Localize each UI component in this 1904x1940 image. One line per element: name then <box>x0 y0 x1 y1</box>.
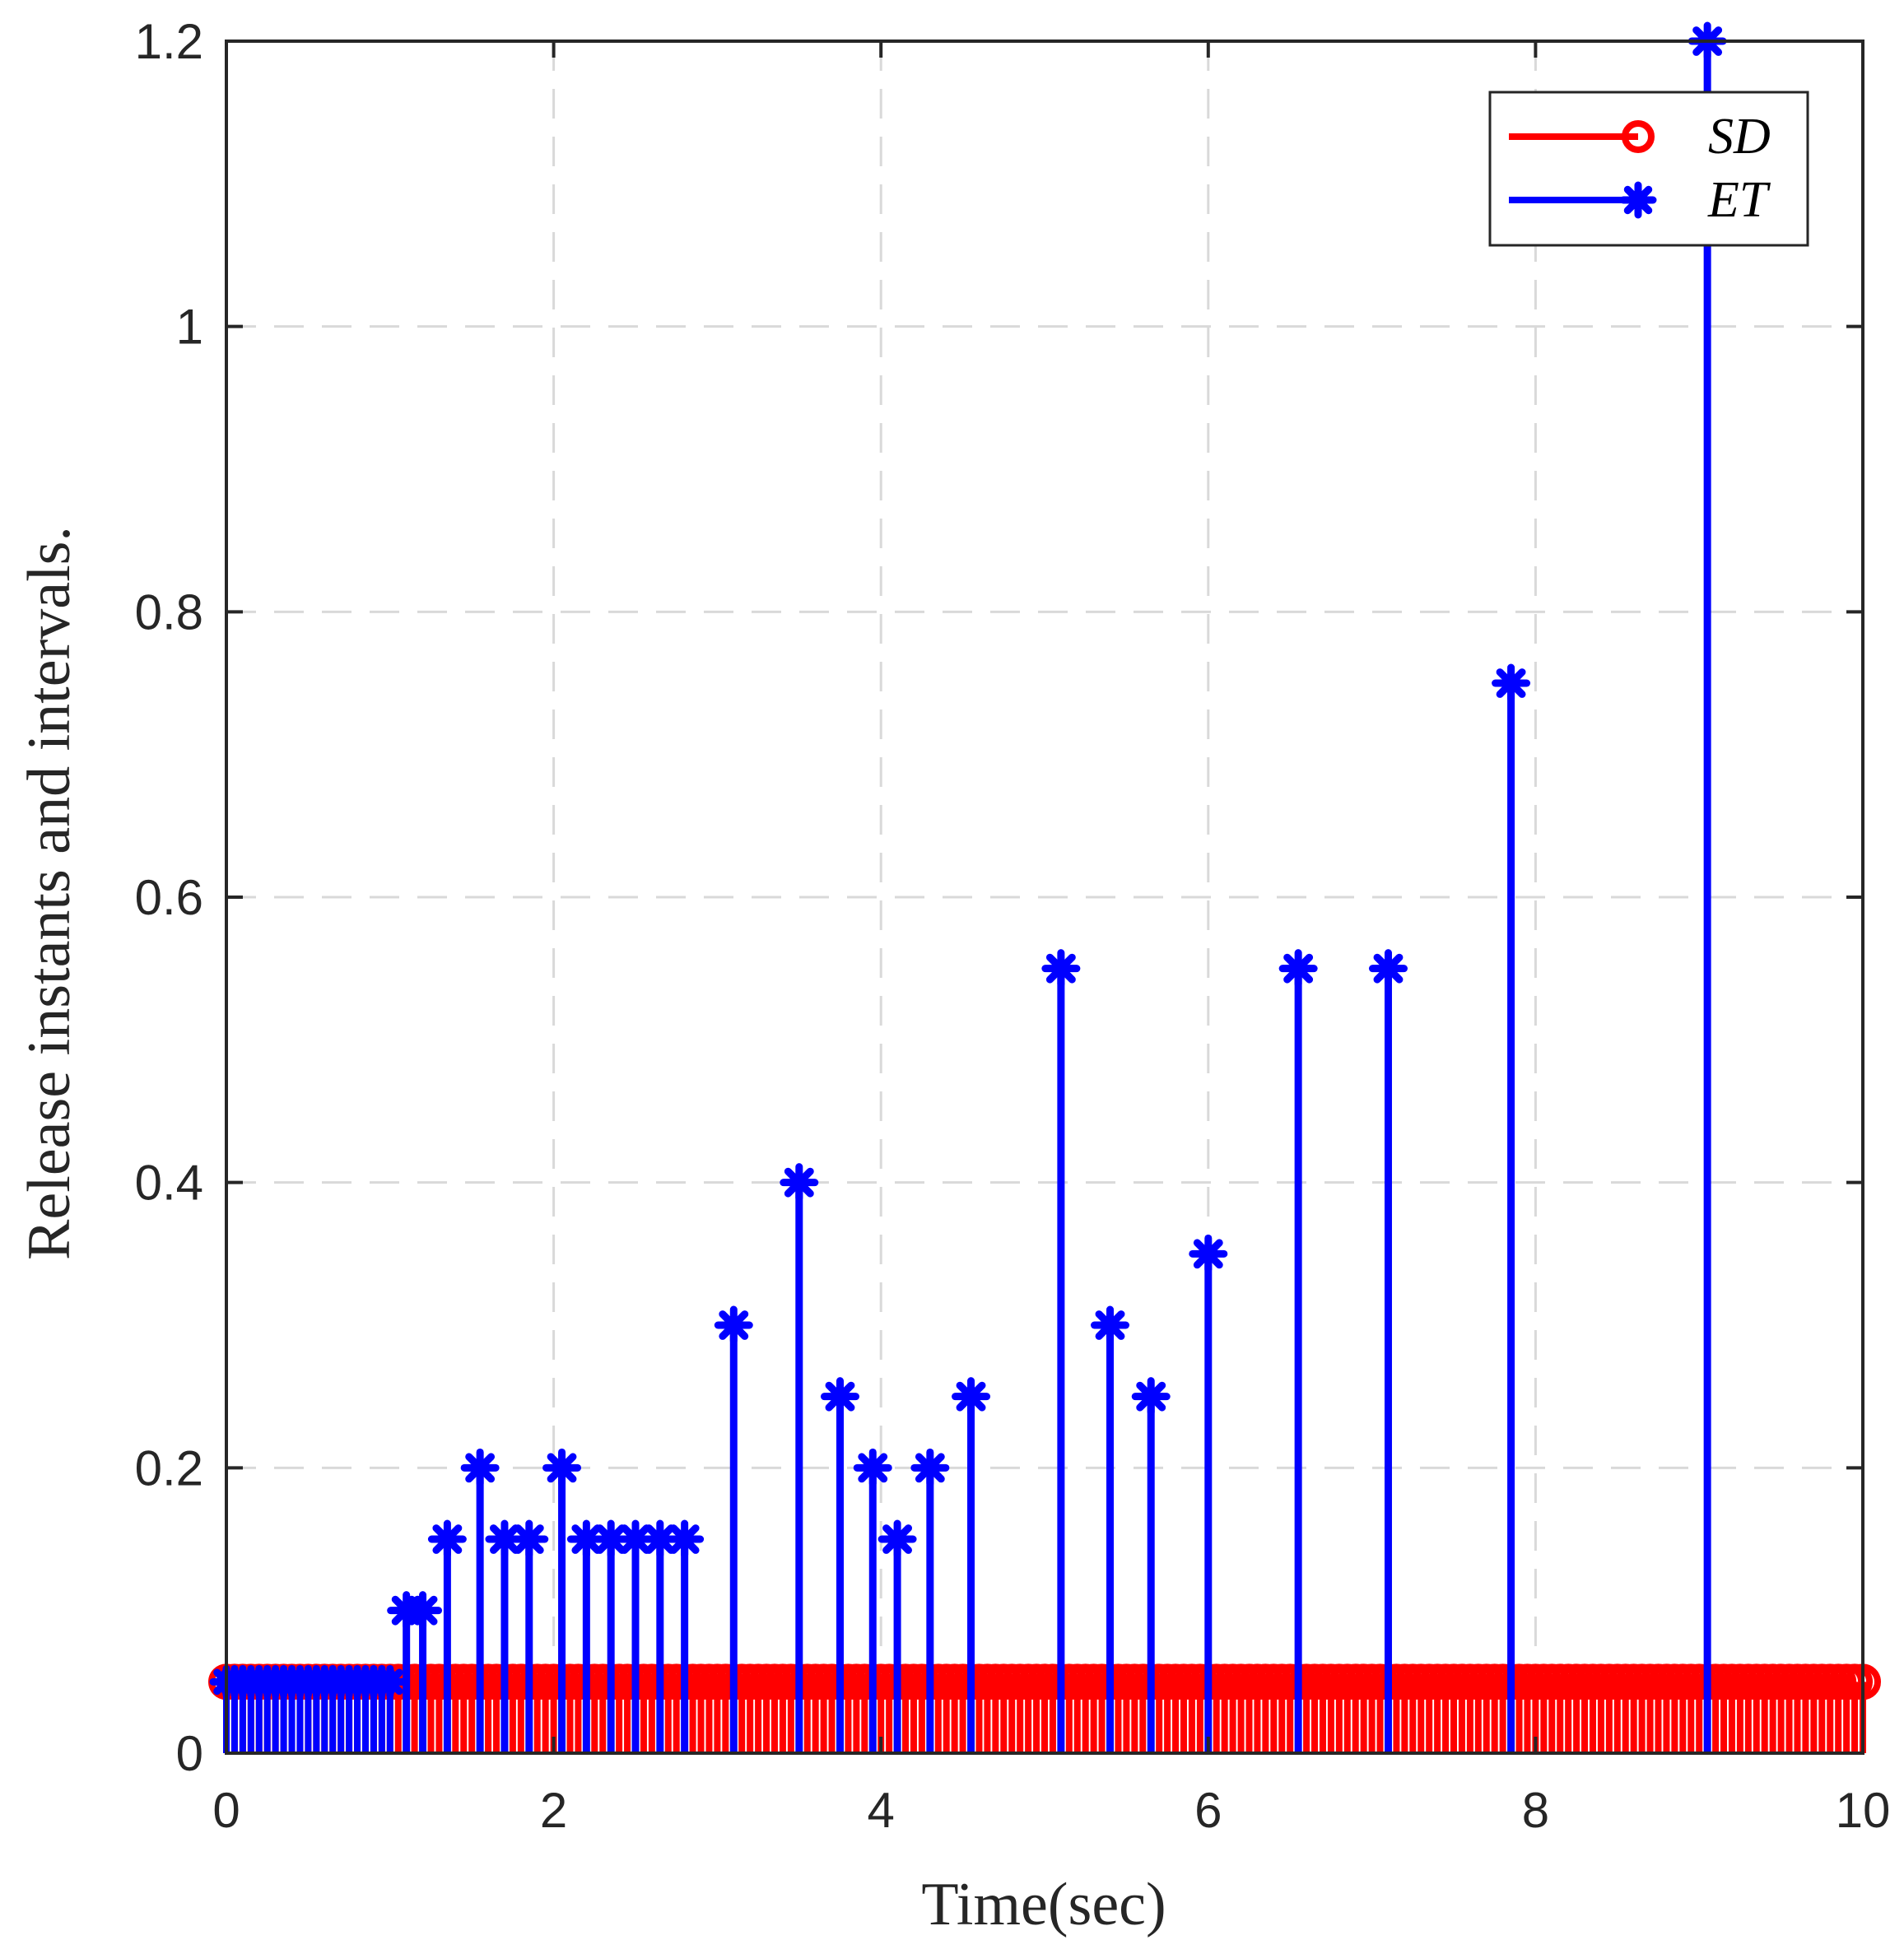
et-marker <box>427 1519 467 1559</box>
x-tick-label: 10 <box>1836 1783 1891 1838</box>
et-marker <box>403 1591 443 1631</box>
et-marker <box>510 1519 549 1559</box>
x-tick-label: 6 <box>1194 1783 1222 1838</box>
et-marker <box>542 1448 582 1487</box>
grid-lines <box>226 41 1863 1753</box>
x-tick-label: 8 <box>1522 1783 1549 1838</box>
y-tick-label: 0 <box>176 1726 203 1781</box>
et-marker <box>780 1163 819 1203</box>
legend: SD ET <box>1488 91 1809 247</box>
et-marker <box>853 1448 892 1487</box>
et-marker <box>821 1377 859 1417</box>
et-series <box>209 21 1727 1753</box>
y-tick-label: 0.6 <box>135 870 203 925</box>
et-marker <box>640 1519 680 1559</box>
et-marker <box>566 1519 606 1559</box>
legend-sd-marker <box>1622 120 1655 153</box>
legend-et-label: ET <box>1707 172 1771 228</box>
x-axis-label: Time(sec) <box>921 1871 1166 1938</box>
legend-et-asterisk <box>1619 181 1657 219</box>
et-marker <box>1091 1305 1130 1345</box>
et-marker <box>1041 949 1081 989</box>
et-marker <box>1368 949 1408 989</box>
y-tick-label: 0.4 <box>135 1156 203 1211</box>
et-marker <box>485 1519 524 1559</box>
et-marker <box>1189 1234 1228 1273</box>
legend-box <box>1488 91 1809 247</box>
et-marker <box>910 1448 950 1487</box>
et-marker <box>1278 949 1318 989</box>
et-marker <box>1492 663 1531 703</box>
et-marker <box>373 1664 407 1699</box>
y-tick-label: 0.8 <box>135 584 203 640</box>
et-marker <box>714 1305 753 1345</box>
et-marker <box>1131 1377 1171 1417</box>
et-marker <box>460 1448 500 1487</box>
x-tick-label: 0 <box>212 1783 240 1838</box>
legend-et-marker <box>1619 181 1657 219</box>
x-tick-label: 4 <box>868 1783 895 1838</box>
axis-ticks: 0 2 4 6 8 10 0 0.2 0.4 0.6 0.8 1 1.2 <box>135 14 1891 1838</box>
x-tick-label: 2 <box>540 1783 567 1838</box>
et-marker <box>952 1377 991 1417</box>
sd-series <box>208 1663 1881 1753</box>
y-tick-label: 1 <box>176 300 203 355</box>
y-tick-label: 0.2 <box>135 1440 203 1496</box>
y-axis-label: Release instants and intervals. <box>16 526 83 1260</box>
y-tick-label: 1.2 <box>135 14 203 69</box>
legend-sd-label: SD <box>1708 109 1771 165</box>
et-marker <box>878 1519 917 1559</box>
et-marker <box>665 1519 705 1559</box>
